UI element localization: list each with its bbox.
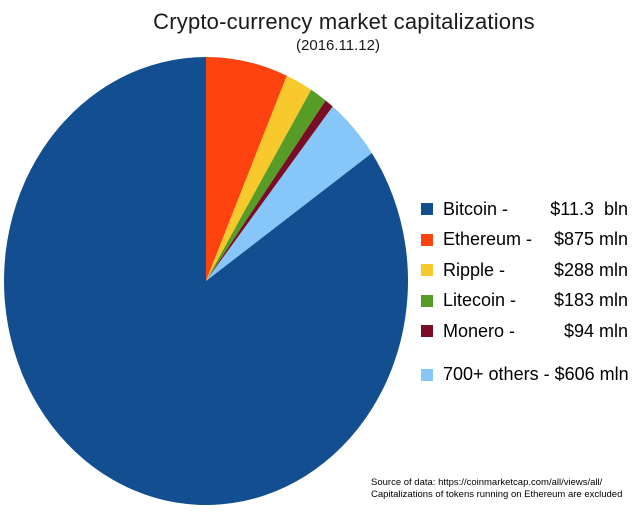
pie-slice-700-others	[206, 106, 372, 281]
pie-slice-ripple	[206, 75, 312, 282]
pie-slice-bitcoin	[3, 57, 408, 505]
legend-value: $11.3 bln	[550, 198, 628, 219]
chart-subtitle: (2016.11.12)	[296, 37, 380, 54]
pie-slice-litecoin	[206, 89, 326, 281]
legend-label: Ethereum -	[443, 229, 533, 250]
legend-label: Ripple -	[443, 259, 506, 280]
legend-item-bitcoin: Bitcoin - $11.3 bln	[421, 194, 628, 225]
source-line-1: Source of data: https://coinmarketcap.co…	[371, 477, 603, 488]
legend-value: $94 mln	[563, 320, 628, 341]
legend-label: Bitcoin -	[443, 198, 509, 219]
legend-item-ripple: Ripple - $288 mln	[421, 255, 628, 286]
legend: Bitcoin - $11.3 bln Ethereum - $875 mln Ripp…	[421, 194, 629, 391]
legend-label: Litecoin -	[443, 290, 517, 311]
legend-value: $875 mln	[553, 229, 628, 250]
legend-value: $288 mln	[553, 259, 628, 280]
legend-item-litecoin: Litecoin - $183 mln	[421, 286, 628, 317]
legend-swatch-ripple	[421, 264, 433, 277]
pie-slice-monero	[206, 100, 333, 282]
legend-swatch-bitcoin	[421, 203, 433, 216]
legend-item-monero: Monero - $94 mln	[421, 316, 628, 347]
pie-slice-ethereum	[206, 57, 287, 281]
chart-title: Crypto-currency market capitalizations	[153, 9, 535, 34]
legend-item-ethereum: Ethereum - $875 mln	[421, 225, 628, 256]
legend-swatch-700-others	[421, 368, 433, 381]
source-line-2: Capitalizations of tokens running on Eth…	[371, 488, 623, 500]
legend-swatch-ethereum	[421, 233, 433, 246]
legend-swatch-litecoin	[421, 294, 433, 307]
legend-value: $183 mln	[553, 290, 628, 311]
legend-item-700-others: 700+ others - $606 mln	[421, 360, 629, 391]
source-note: Source of data: https://coinmarketcap.co…	[371, 477, 622, 500]
legend-label: 700+ others - $606 mln	[443, 364, 629, 385]
legend-swatch-monero	[421, 325, 433, 338]
legend-label: Monero -	[443, 320, 516, 341]
